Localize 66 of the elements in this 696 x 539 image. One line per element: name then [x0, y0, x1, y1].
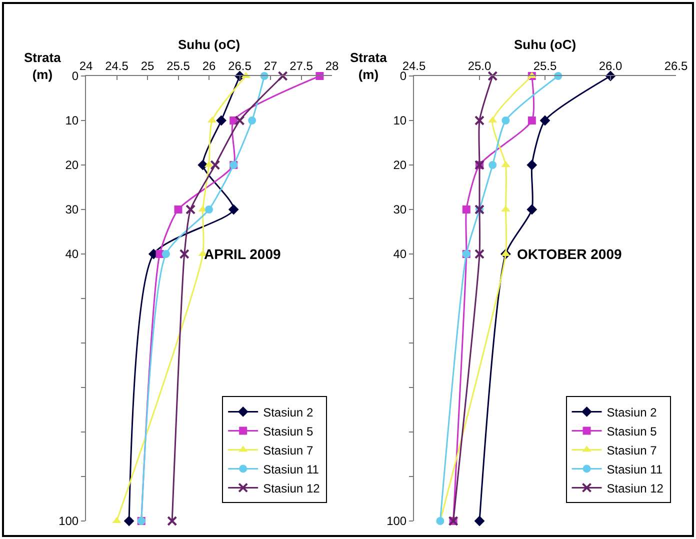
point: [488, 71, 498, 81]
point: [502, 116, 510, 124]
y-axis-title: Strata (m): [350, 50, 388, 82]
y-tick-label: 40: [65, 247, 79, 262]
x-tick-label: 26.0: [598, 59, 622, 74]
point: [474, 116, 484, 126]
point: [248, 116, 256, 124]
y-tick-label: 10: [65, 114, 79, 128]
legend-label: Stasiun 12: [606, 481, 664, 496]
y-tick-label: 10: [393, 114, 407, 128]
legend-label: Stasiun 11: [263, 462, 320, 476]
text: APRIL 2009: [204, 246, 281, 262]
point: [124, 516, 134, 526]
x-tick-label: 26.5: [228, 59, 252, 74]
point: [216, 115, 226, 126]
legend-label: Stasiun 5: [263, 424, 314, 438]
point: [528, 116, 536, 124]
point: [186, 204, 196, 214]
point: [179, 249, 190, 259]
point: [210, 160, 220, 170]
text: OKTOBER 2009: [517, 246, 622, 262]
point: [228, 204, 239, 215]
point: [488, 161, 497, 169]
x-tick-label: 25.5: [533, 59, 557, 74]
point: [278, 71, 288, 81]
y-tick-label: 40: [393, 247, 407, 262]
legend-label: Stasiun 5: [606, 424, 658, 438]
legend-label: Stasiun 2: [606, 405, 658, 420]
x-tick-label: 27: [264, 59, 278, 74]
legend-label: Stasiun 12: [263, 481, 320, 496]
x-tick-label: 24: [79, 59, 93, 74]
legend-label: Stasiun 2: [263, 405, 314, 420]
point: [474, 249, 484, 259]
y-tick-label: 20: [65, 158, 79, 172]
x-tick-label: 25.0: [468, 59, 492, 74]
x-tick-label: 25.5: [166, 59, 190, 74]
point: [474, 516, 485, 526]
y-axis-title: Strata (m): [24, 50, 62, 82]
point: [462, 206, 470, 214]
point: [174, 206, 182, 214]
point: [162, 250, 170, 258]
x-tick-label: 26.5: [664, 59, 688, 74]
legend-label: Stasiun 7: [606, 443, 658, 458]
y-tick-label: 20: [393, 158, 407, 172]
point: [205, 206, 213, 214]
x-tick-label: 28: [325, 59, 339, 74]
point: [540, 115, 550, 126]
y-tick-label: 0: [72, 69, 79, 84]
y-tick-label: 30: [393, 202, 407, 217]
point: [234, 116, 245, 126]
x-axis-title: Suhu (oC): [514, 37, 576, 52]
x-axis-title: Suhu (oC): [178, 37, 240, 52]
point: [526, 160, 538, 170]
point: [198, 160, 208, 170]
point: [526, 204, 538, 215]
y-tick-label: 100: [386, 514, 407, 528]
x-tick-label: 26: [202, 59, 216, 74]
legend-label: Stasiun 7: [263, 443, 314, 458]
y-tick-label: 30: [65, 202, 79, 217]
y-tick-label: 100: [58, 514, 79, 528]
x-tick-label: 24.5: [105, 59, 129, 74]
x-tick-label: 27.5: [290, 59, 314, 74]
y-tick-label: 0: [400, 69, 407, 84]
point: [167, 516, 178, 526]
legend-label: Stasiun 11: [606, 462, 663, 476]
x-tick-label: 25: [140, 59, 154, 74]
